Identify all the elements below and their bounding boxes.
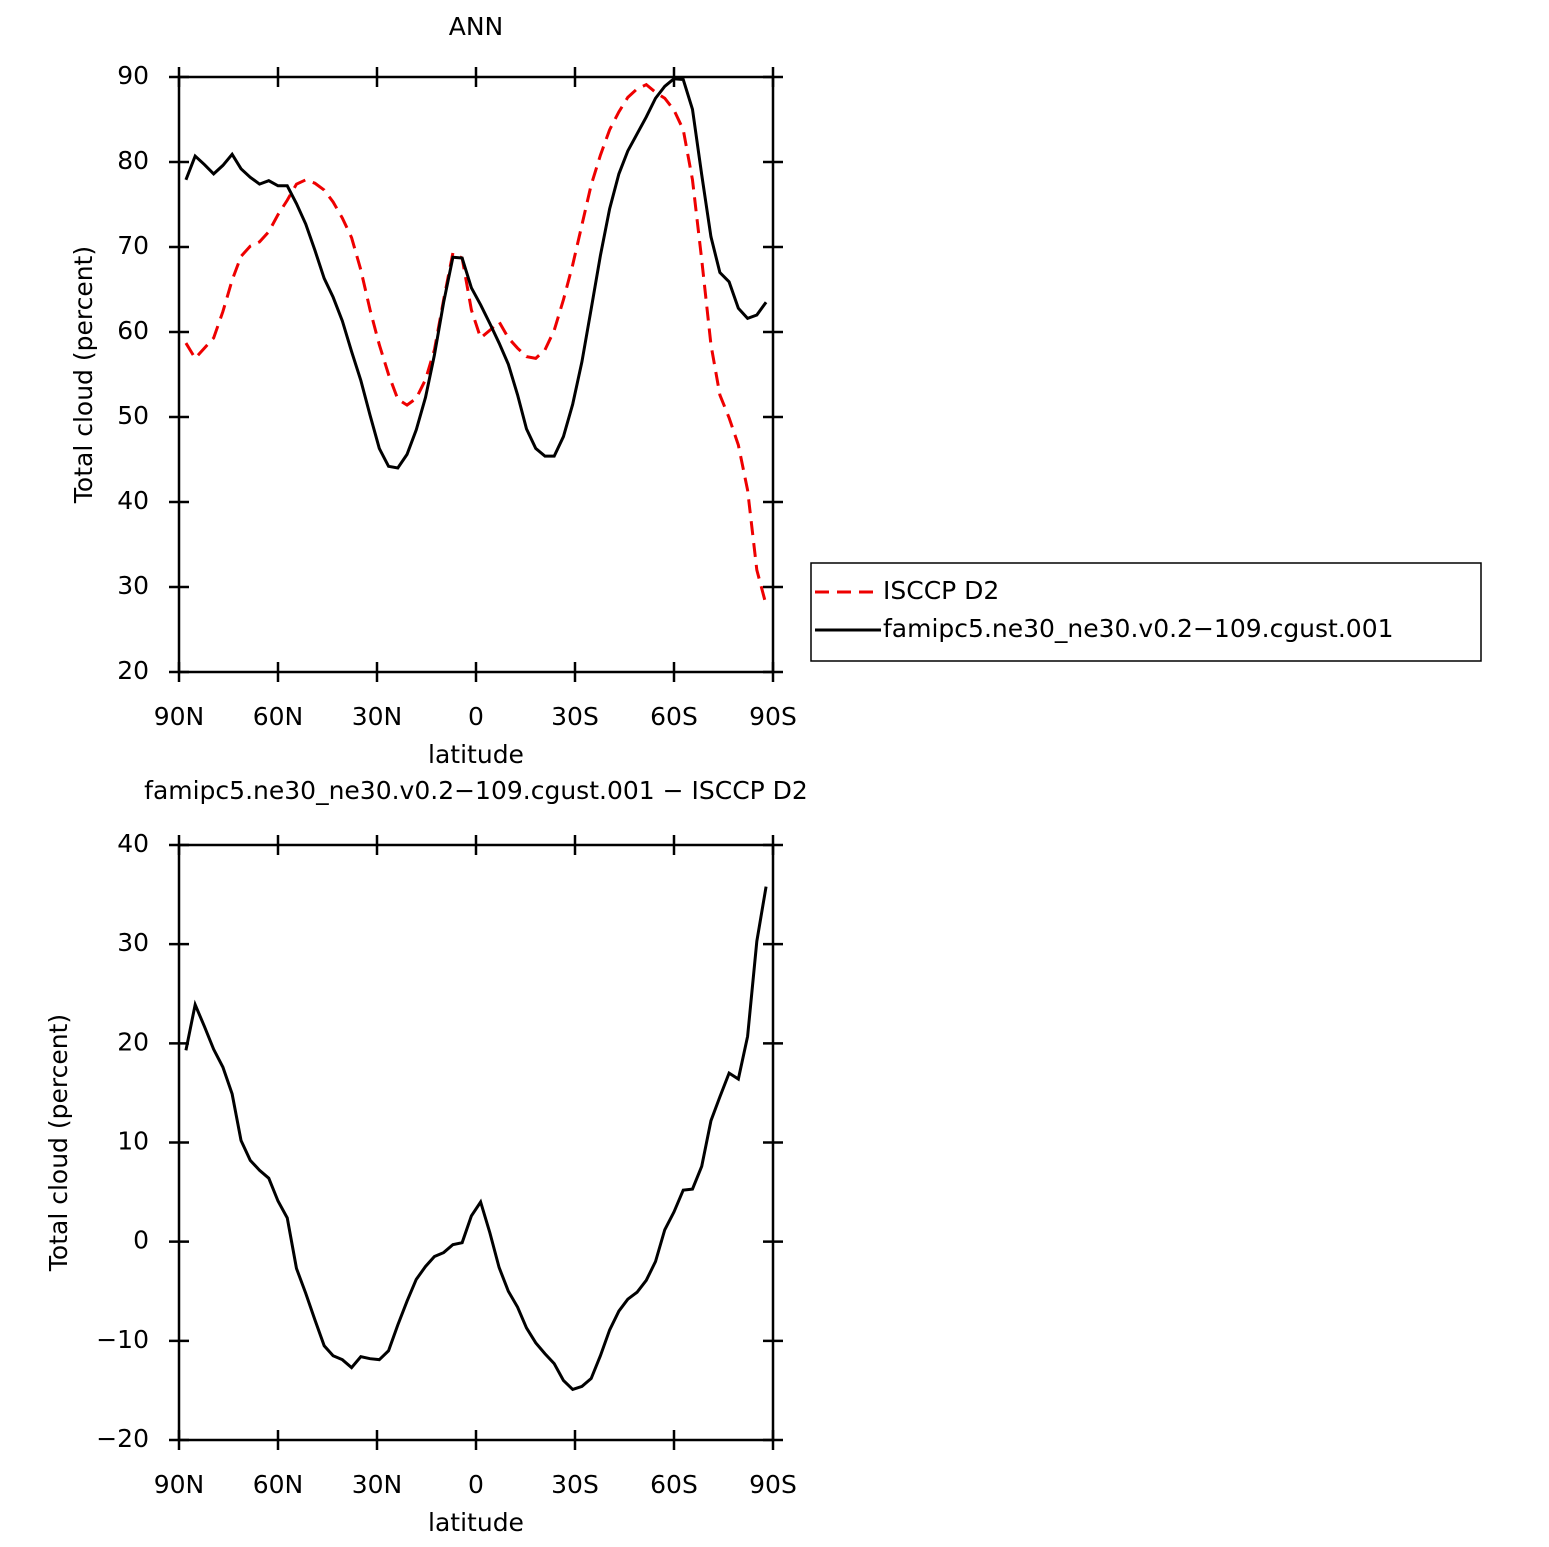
series-line	[184, 886, 768, 1392]
y-tick-label: 60	[117, 316, 149, 345]
y-tick-label: 90	[117, 61, 149, 90]
x-axis-label: latitude	[428, 740, 524, 769]
y-axis-label: Total cloud (percent)	[69, 246, 98, 504]
x-tick-label: 30S	[551, 1470, 599, 1499]
y-tick-label: 70	[117, 231, 149, 260]
x-tick-label: 0	[468, 702, 484, 731]
chart-title: ANN	[449, 12, 504, 41]
series-line	[184, 82, 768, 606]
y-tick-label: −10	[96, 1325, 149, 1354]
x-tick-label: 60N	[253, 1470, 304, 1499]
legend-label: ISCCP D2	[883, 576, 999, 605]
y-tick-label: 40	[117, 829, 149, 858]
plot-frame	[177, 75, 775, 674]
x-tick-label: 90N	[154, 702, 205, 731]
y-axis-label: Total cloud (percent)	[44, 1014, 73, 1272]
y-tick-label: 0	[133, 1226, 149, 1255]
y-tick-label: −20	[96, 1424, 149, 1453]
x-tick-label: 30N	[352, 702, 403, 731]
series-line	[184, 77, 768, 470]
x-tick-label: 90N	[154, 1470, 205, 1499]
x-axis-label: latitude	[428, 1508, 524, 1537]
x-tick-label: 0	[468, 1470, 484, 1499]
y-tick-label: 80	[117, 146, 149, 175]
legend-label: famipc5.ne30_ne30.v0.2−109.cgust.001	[883, 614, 1394, 643]
y-tick-label: 20	[117, 656, 149, 685]
x-tick-label: 30N	[352, 1470, 403, 1499]
y-tick-label: 40	[117, 486, 149, 515]
x-tick-label: 30S	[551, 702, 599, 731]
x-tick-label: 60S	[650, 702, 698, 731]
y-tick-label: 30	[117, 928, 149, 957]
x-tick-label: 90S	[749, 702, 797, 731]
x-tick-label: 90S	[749, 1470, 797, 1499]
x-tick-label: 60S	[650, 1470, 698, 1499]
x-tick-label: 60N	[253, 702, 304, 731]
y-tick-label: 10	[117, 1127, 149, 1156]
legend-box	[810, 562, 1482, 662]
y-tick-label: 20	[117, 1027, 149, 1056]
y-tick-label: 30	[117, 571, 149, 600]
y-tick-label: 50	[117, 401, 149, 430]
chart-title: famipc5.ne30_ne30.v0.2−109.cgust.001 − I…	[144, 776, 808, 805]
plot-frame	[177, 843, 775, 1442]
